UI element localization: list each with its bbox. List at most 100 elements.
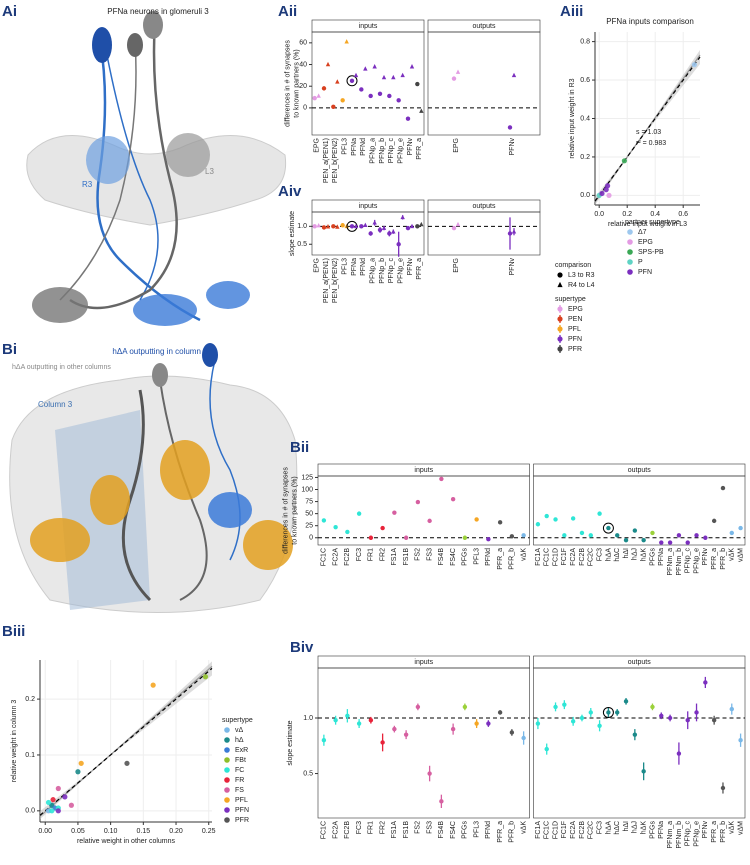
data-point — [570, 516, 576, 521]
x-tick-label: 0.25 — [202, 828, 216, 835]
data-point — [45, 799, 52, 806]
x-tick-label: hΔK — [641, 548, 648, 562]
data-point — [659, 540, 664, 545]
x-tick-label: hΔA — [605, 548, 612, 562]
data-point — [340, 223, 345, 228]
data-point — [623, 537, 629, 543]
x-tick-label: PFNm_b — [676, 548, 683, 576]
legend-label: L3 to R3 — [568, 272, 595, 279]
legend-label: EPG — [638, 239, 653, 246]
panel-label: Aii — [278, 3, 297, 20]
facet-panel — [311, 211, 425, 256]
data-point — [345, 713, 350, 718]
data-point — [711, 718, 717, 723]
data-point — [588, 710, 593, 715]
legend-label: PEN — [568, 316, 582, 323]
data-point — [685, 718, 690, 723]
panel-label: Aiii — [560, 3, 583, 20]
data-point — [667, 540, 673, 545]
y-tick-label: 0.1 — [25, 752, 35, 759]
y-tick-label: 40 — [299, 61, 307, 68]
legend-swatch — [224, 737, 230, 743]
y-tick-label: 0 — [309, 535, 313, 542]
legend-label: R4 to L4 — [568, 282, 595, 289]
data-point — [451, 225, 457, 231]
x-tick-label: FC3 — [596, 821, 603, 834]
legend-swatch — [557, 316, 563, 322]
y-axis-label: to known partners (%) — [293, 49, 300, 117]
data-point — [451, 76, 457, 81]
legend-label: hΔ — [235, 737, 244, 744]
data-point — [124, 760, 130, 766]
x-axis-label: relative weight in other columns — [77, 838, 176, 845]
legend-title: supertype — [555, 296, 586, 303]
y-tick-label: 100 — [301, 486, 313, 493]
data-point — [455, 69, 461, 74]
x-tick-label: FC2C — [588, 821, 595, 839]
data-point — [711, 518, 717, 524]
data-point — [55, 808, 61, 814]
data-point — [403, 535, 409, 540]
data-point — [321, 225, 327, 230]
x-tick-label: vΔK — [520, 821, 527, 834]
x-tick-label: hΔA — [605, 821, 612, 835]
legend-label: SPS-PB — [638, 249, 664, 256]
x-tick-label: PFNp_e — [398, 258, 405, 284]
data-point — [353, 223, 359, 229]
y-tick-label: 0.2 — [25, 696, 35, 703]
x-tick-label: FS1A — [391, 548, 398, 566]
data-point — [623, 699, 629, 704]
data-point — [694, 533, 699, 538]
y-tick-label: 0.6 — [580, 77, 590, 84]
data-point — [606, 192, 612, 198]
data-point — [579, 530, 585, 536]
x-tick-label: PEN_b(PEN2) — [332, 138, 339, 183]
data-point — [335, 224, 340, 229]
data-point — [333, 524, 338, 530]
data-point — [415, 704, 421, 710]
data-point — [486, 721, 491, 726]
data-point — [615, 533, 620, 538]
data-point — [474, 721, 479, 726]
data-point — [359, 87, 364, 92]
legend-swatch — [627, 229, 633, 235]
x-tick-label: 0.15 — [137, 828, 151, 835]
x-tick-label: FS3 — [426, 821, 433, 834]
x-tick-label: FS1B — [403, 548, 410, 566]
data-point — [497, 520, 503, 525]
x-tick-label: hΔC — [614, 821, 621, 835]
data-point — [703, 535, 708, 540]
legend-label: PFR — [235, 817, 249, 824]
data-point — [641, 769, 646, 774]
y-tick-label: 1.0 — [297, 223, 307, 230]
data-point — [377, 91, 383, 97]
x-tick-label: PFNp_c — [685, 821, 692, 847]
image-label: hΔA outputting in column 3 — [112, 347, 208, 356]
x-tick-label: vΔK — [729, 821, 736, 834]
x-tick-label: PFNp_c — [388, 138, 395, 164]
y-tick-label: 0.4 — [580, 115, 590, 122]
legend-swatch — [557, 272, 563, 278]
x-tick-label: FS1A — [391, 821, 398, 839]
x-tick-label: FC1F — [561, 548, 568, 566]
x-tick-label: FC1A — [535, 548, 542, 566]
x-tick-label: FR2 — [379, 548, 386, 561]
x-tick-label: PFR_b — [720, 548, 727, 570]
highlight-ring — [346, 75, 358, 87]
x-tick-label: vΔM — [737, 821, 744, 835]
x-tick-label: PFNd — [485, 548, 492, 566]
data-point — [49, 808, 55, 814]
x-tick-label: EPG — [453, 258, 460, 273]
chart-title: PFNa inputs comparison — [606, 17, 694, 26]
x-tick-label: 0.2 — [622, 211, 632, 218]
y-axis-label: slope estimate — [289, 211, 296, 256]
x-tick-label: FC2C — [588, 548, 595, 566]
data-point — [415, 224, 420, 229]
data-point — [409, 223, 415, 229]
x-tick-label: PFGs — [649, 548, 656, 566]
data-point — [345, 529, 350, 535]
data-point — [381, 74, 387, 80]
legend-label: FR — [235, 777, 244, 784]
y-tick-label: 1.0 — [303, 715, 313, 722]
facet-title: outputs — [628, 467, 651, 474]
